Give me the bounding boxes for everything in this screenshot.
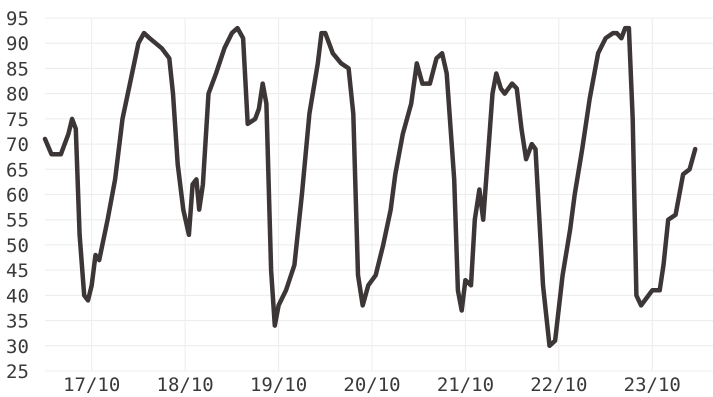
y-tick-label: 40	[6, 285, 29, 307]
x-tick-label: 22/10	[530, 374, 587, 396]
y-tick-label: 90	[6, 33, 29, 55]
y-tick-label: 55	[6, 210, 29, 232]
x-tick-label: 17/10	[63, 374, 120, 396]
y-tick-label: 85	[6, 58, 29, 80]
grid	[45, 17, 713, 372]
x-tick-label: 23/10	[624, 374, 681, 396]
x-tick-label: 18/10	[157, 374, 214, 396]
y-tick-label: 45	[6, 260, 29, 282]
y-axis-ticks: 25 30 35 40 45 50 55 60 65 70 75 80 85 90 95	[6, 8, 29, 383]
y-tick-label: 70	[6, 134, 29, 156]
series-layer	[42, 25, 698, 349]
x-tick-label: 21/10	[437, 374, 494, 396]
y-tick-label: 60	[6, 185, 29, 207]
y-tick-label: 25	[6, 361, 29, 383]
x-tick-label: 19/10	[250, 374, 307, 396]
x-tick-label: 20/10	[343, 374, 400, 396]
y-tick-label: 80	[6, 84, 29, 106]
y-tick-label: 30	[6, 336, 29, 358]
y-tick-label: 50	[6, 235, 29, 257]
y-tick-label: 75	[6, 109, 29, 131]
y-tick-label: 35	[6, 311, 29, 333]
series-line	[42, 25, 698, 349]
x-axis-ticks: 17/10 18/10 19/10 20/10 21/10 22/10 23/10	[63, 374, 681, 396]
y-tick-label: 95	[6, 8, 29, 30]
y-tick-label: 65	[6, 159, 29, 181]
